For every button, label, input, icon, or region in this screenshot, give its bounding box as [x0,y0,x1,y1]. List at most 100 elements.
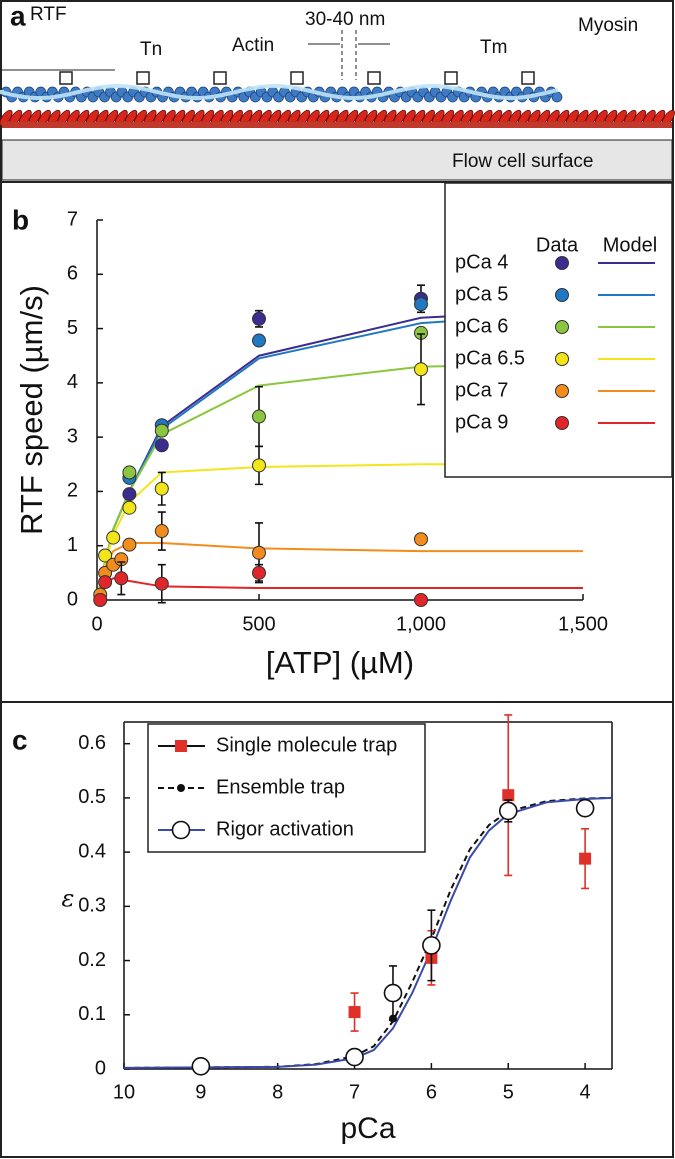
data-point [579,852,592,865]
legend-marker [555,288,569,302]
legend-marker [555,320,569,334]
panel-label: c [12,724,28,755]
data-point [252,311,266,326]
y-tick-label: 6 [67,263,78,285]
troponin [521,71,535,85]
myosin-head [0,109,13,127]
y-axis-title: RTF speed (µm/s) [14,285,49,535]
y-tick-label: 0.1 [78,1003,106,1025]
data-point [122,500,137,515]
legend-marker [555,416,569,430]
x-tick-label: 500 [242,613,275,635]
x-tick-label: 10 [113,1081,135,1103]
y-tick-label: 3 [67,425,78,447]
legend-marker [177,784,185,792]
data-point [498,801,518,821]
legend-label: Single molecule trap [216,734,397,756]
legend-label: pCa 5 [455,283,508,305]
x-tick-label: 8 [272,1081,283,1103]
troponin [367,71,381,85]
data-point [252,545,266,560]
legend-header: Model [603,234,657,256]
data-point [252,458,266,473]
legend-marker [555,352,569,366]
myosin-rod [2,122,672,128]
legend-label: Ensemble trap [216,776,345,798]
y-tick-label: 0 [67,588,78,610]
x-axis-title: pCa [340,1112,395,1145]
troponin [213,71,227,85]
label-actin: Actin [232,35,274,56]
data-point [154,524,169,539]
data-point [114,571,129,586]
legend-label: pCa 6.5 [455,347,525,369]
y-tick-label: 0.5 [78,786,106,808]
data-point [93,593,108,607]
legend-label: Rigor activation [216,818,354,840]
data-point [122,537,137,552]
legend-marker [171,820,191,840]
legend-label: pCa 9 [455,411,508,433]
legend-label: pCa 7 [455,379,508,401]
label-tm: Tm [480,37,507,58]
data-point [345,1047,364,1067]
x-tick-label: 1,000 [396,613,446,635]
x-tick-label: 5 [503,1081,514,1103]
legend-marker [175,740,187,752]
data-point [414,297,428,312]
model-line [96,463,583,601]
legend-marker [555,384,569,398]
data-point [122,487,137,502]
data-point [154,423,169,438]
y-tick-label: 1 [67,534,78,556]
data-point [414,362,428,377]
fit-curve [123,796,613,1069]
y-tick-label: 0 [95,1057,106,1079]
y-tick-label: 2 [67,480,78,502]
x-tick-label: 1,500 [558,613,608,635]
data-point [106,530,121,545]
actin-monomer [551,91,563,103]
data-point [414,593,428,607]
troponin [290,71,304,85]
y-tick-label: 0.6 [78,732,106,754]
data-point [414,532,428,547]
y-tick-label: 0.3 [78,895,106,917]
y-tick-label: 7 [67,208,78,230]
data-point [154,481,169,496]
label-myosin: Myosin [578,15,638,36]
data-point [502,789,515,802]
legend-label: pCa 4 [455,251,508,273]
y-tick-label: 5 [67,317,78,339]
data-point [383,983,403,1003]
legend-header: Data [536,234,579,256]
troponin [136,71,150,85]
data-point [98,575,113,590]
label-spacing: 30-40 nm [305,9,385,30]
data-point [252,565,266,580]
legend-label: pCa 6 [455,315,508,337]
data-point [98,548,113,563]
surface-box [1,139,673,181]
data-point [191,1056,211,1076]
panel-label: b [12,204,29,235]
troponin [444,71,458,85]
model-line [96,542,583,601]
legend-marker [555,256,569,270]
data-point [348,1006,361,1019]
x-tick-label: 4 [580,1081,591,1103]
y-tick-label: 0.2 [78,949,106,971]
label-tn: Tn [140,39,162,60]
label-rtf: RTF [30,4,67,25]
data-point [252,409,266,424]
x-tick-label: 0 [91,613,102,635]
y-tick-label: 4 [67,371,78,393]
model-line [96,577,583,601]
panel-label: a [10,0,26,31]
y-axis-title: ε [62,885,75,913]
label-surface: Flow cell surface [452,151,594,172]
diagram: a RTF Tn Actin 30-40 nm Tm Myosin Flow c… [0,0,675,181]
